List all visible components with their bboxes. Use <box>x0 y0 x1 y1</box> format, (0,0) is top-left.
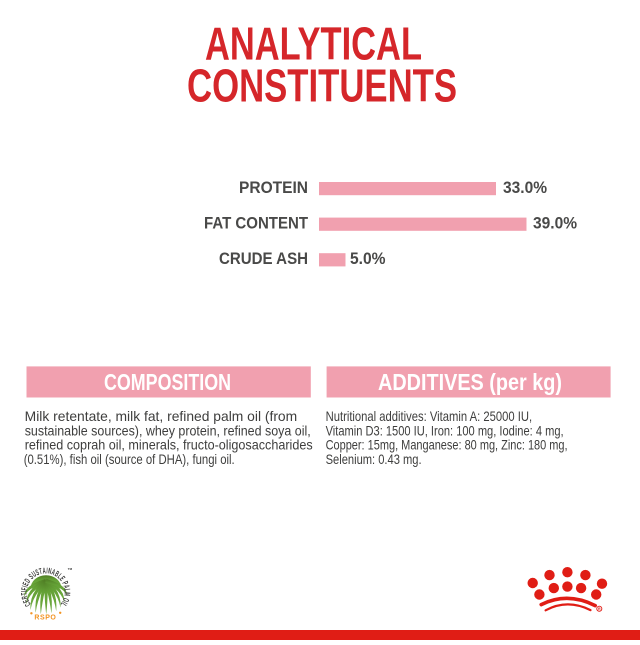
svg-text:T: T <box>38 567 43 576</box>
svg-text:(0.51%), fish oil (source of D: (0.51%), fish oil (source of DHA), fungi… <box>24 452 235 467</box>
svg-text:I: I <box>21 585 30 589</box>
svg-text:E: E <box>22 581 31 587</box>
svg-text:I: I <box>60 600 68 605</box>
svg-text:U: U <box>31 570 39 579</box>
svg-text:T: T <box>20 592 29 596</box>
svg-text:A: A <box>61 584 70 589</box>
svg-text:P: P <box>60 580 69 587</box>
svg-text:F: F <box>21 587 30 591</box>
svg-text:ADDITIVES (per kg): ADDITIVES (per kg) <box>378 369 562 395</box>
svg-text:R: R <box>21 595 30 600</box>
svg-text:N: N <box>47 567 52 576</box>
svg-text:PROTEIN: PROTEIN <box>239 179 308 197</box>
svg-text:TM: TM <box>68 567 73 571</box>
svg-text:E: E <box>57 575 66 583</box>
svg-text:S: S <box>35 568 41 577</box>
svg-text:C: C <box>24 600 33 608</box>
svg-text:FAT CONTENT: FAT CONTENT <box>204 214 308 232</box>
svg-text:RSPO: RSPO <box>34 615 56 622</box>
svg-text:COMPOSITION: COMPOSITION <box>104 369 231 395</box>
svg-text:CRUDE ASH: CRUDE ASH <box>219 250 308 268</box>
svg-text:sustainable sources), whey pro: sustainable sources), whey protein, refi… <box>25 423 311 438</box>
svg-text:CONSTITUENTS: CONSTITUENTS <box>187 60 457 112</box>
svg-text:M: M <box>62 592 71 597</box>
svg-text:Vitamin D3: 1500 IU, Iron: 100: Vitamin D3: 1500 IU, Iron: 100 mg, Iodin… <box>326 423 564 438</box>
svg-text:Nutritional additives: Vitamin: Nutritional additives: Vitamin A: 25000 … <box>326 409 532 424</box>
svg-text:L: L <box>62 588 71 592</box>
svg-text:A: A <box>50 568 56 577</box>
svg-text:I: I <box>46 567 48 576</box>
svg-text:L: L <box>55 572 63 580</box>
svg-text:I: I <box>21 591 30 593</box>
svg-text:33.0%: 33.0% <box>503 179 547 197</box>
svg-text:refined coprah oil, minerals,: refined coprah oil, minerals, fructo-oli… <box>25 438 313 453</box>
svg-text:O: O <box>60 596 69 602</box>
svg-text:D: D <box>24 577 33 584</box>
svg-text:E: E <box>22 597 31 604</box>
svg-text:ANALYTICAL: ANALYTICAL <box>205 18 422 70</box>
svg-text:R: R <box>598 607 601 611</box>
svg-text:A: A <box>42 567 46 576</box>
svg-text:Milk retentate, milk fat, refi: Milk retentate, milk fat, refined palm o… <box>25 409 298 424</box>
svg-text:L: L <box>58 601 67 608</box>
svg-text:Selenium: 0.43 mg.: Selenium: 0.43 mg. <box>326 452 422 467</box>
svg-text:B: B <box>53 570 60 579</box>
svg-text:Copper: 15mg, Manganese: 80 mg: Copper: 15mg, Manganese: 80 mg, Zinc: 18… <box>326 438 568 453</box>
svg-text:5.0%: 5.0% <box>350 250 386 268</box>
svg-text:39.0%: 39.0% <box>533 214 577 232</box>
svg-text:S: S <box>27 573 35 582</box>
